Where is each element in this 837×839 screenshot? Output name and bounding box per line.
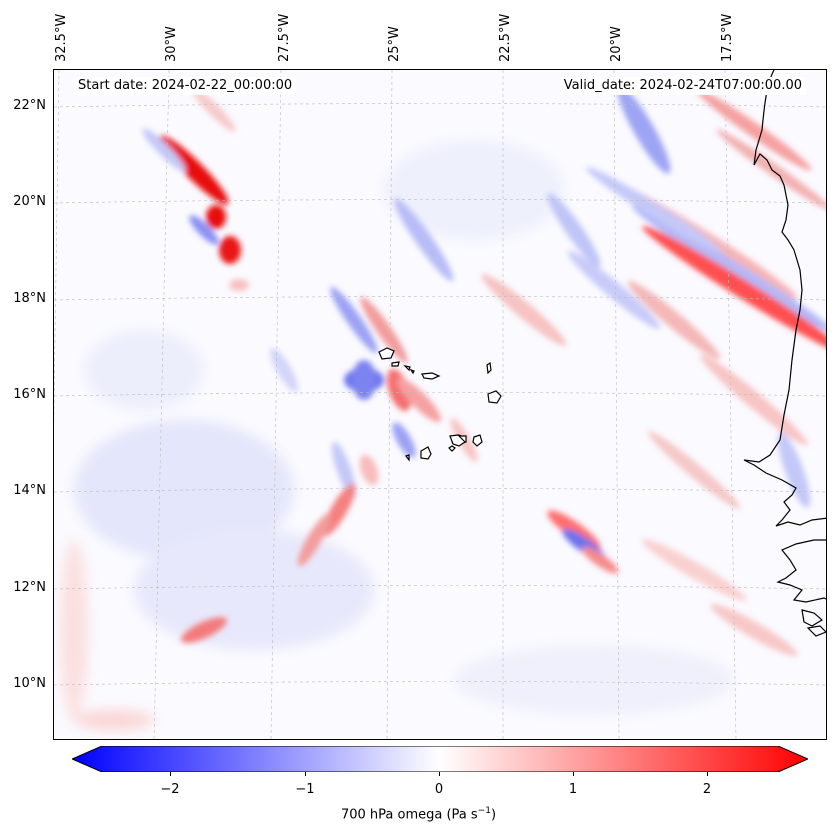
lat-label: 18°N <box>13 291 46 306</box>
islands-guinea <box>801 609 824 627</box>
colorbar-tickmark <box>305 772 306 776</box>
lat-label: 10°N <box>13 676 46 691</box>
colorbar-tick-label: −2 <box>160 782 180 797</box>
lon-label: 30°W <box>164 26 179 62</box>
cape-verde-islands <box>378 347 502 462</box>
colorbar-tickmark <box>573 772 574 776</box>
lat-label: 12°N <box>13 580 46 595</box>
lon-label: 25°W <box>387 26 402 62</box>
lat-label: 22°N <box>13 98 46 113</box>
lon-label: 17.5°W <box>720 13 735 62</box>
colorbar-tickmark <box>439 772 440 776</box>
colorbar-tick-label: 2 <box>702 782 712 797</box>
valid-date-label: Valid_date: 2024-02-24T07:00:00.00 <box>559 77 806 95</box>
southeast-streaks <box>181 510 798 656</box>
colorbar-tickmark <box>170 772 171 776</box>
colorbar-tickmark <box>707 772 708 776</box>
africa-coast-south <box>776 539 826 603</box>
colorbar <box>72 746 808 772</box>
colorbar-label: 700 hPa omega (Pa s−1) <box>0 806 837 822</box>
colorbar-label-exponent: −1 <box>477 806 491 816</box>
colorbar-tick-label: −1 <box>295 782 315 797</box>
lat-label: 14°N <box>13 483 46 498</box>
africa-coast <box>743 70 826 527</box>
lat-label: 20°N <box>13 194 46 209</box>
start-date-label: Start date: 2024-02-22_00:00:00 <box>74 77 297 95</box>
lon-label: 32.5°W <box>54 13 69 62</box>
northeast-wave-bands <box>481 86 826 509</box>
central-streaks <box>270 198 478 567</box>
lon-label: 27.5°W <box>277 13 292 62</box>
colorbar-tick-label: 0 <box>434 782 444 797</box>
omega-field-map <box>54 70 826 739</box>
northwest-strong-band <box>142 88 249 291</box>
map-panel: Start date: 2024-02-22_00:00:00 Valid_da… <box>53 69 827 740</box>
faint-background-patches <box>60 140 734 730</box>
colorbar-tick-label: 1 <box>568 782 578 797</box>
lon-label: 22.5°W <box>498 13 513 62</box>
colorbar-gradient <box>72 746 808 772</box>
lat-label: 16°N <box>13 387 46 402</box>
colorbar-label-end: ) <box>490 807 497 823</box>
colorbar-label-text: 700 hPa omega (Pa s <box>340 807 478 823</box>
lon-label: 20°W <box>609 26 624 62</box>
graticule <box>54 70 826 739</box>
coastline <box>743 70 826 637</box>
